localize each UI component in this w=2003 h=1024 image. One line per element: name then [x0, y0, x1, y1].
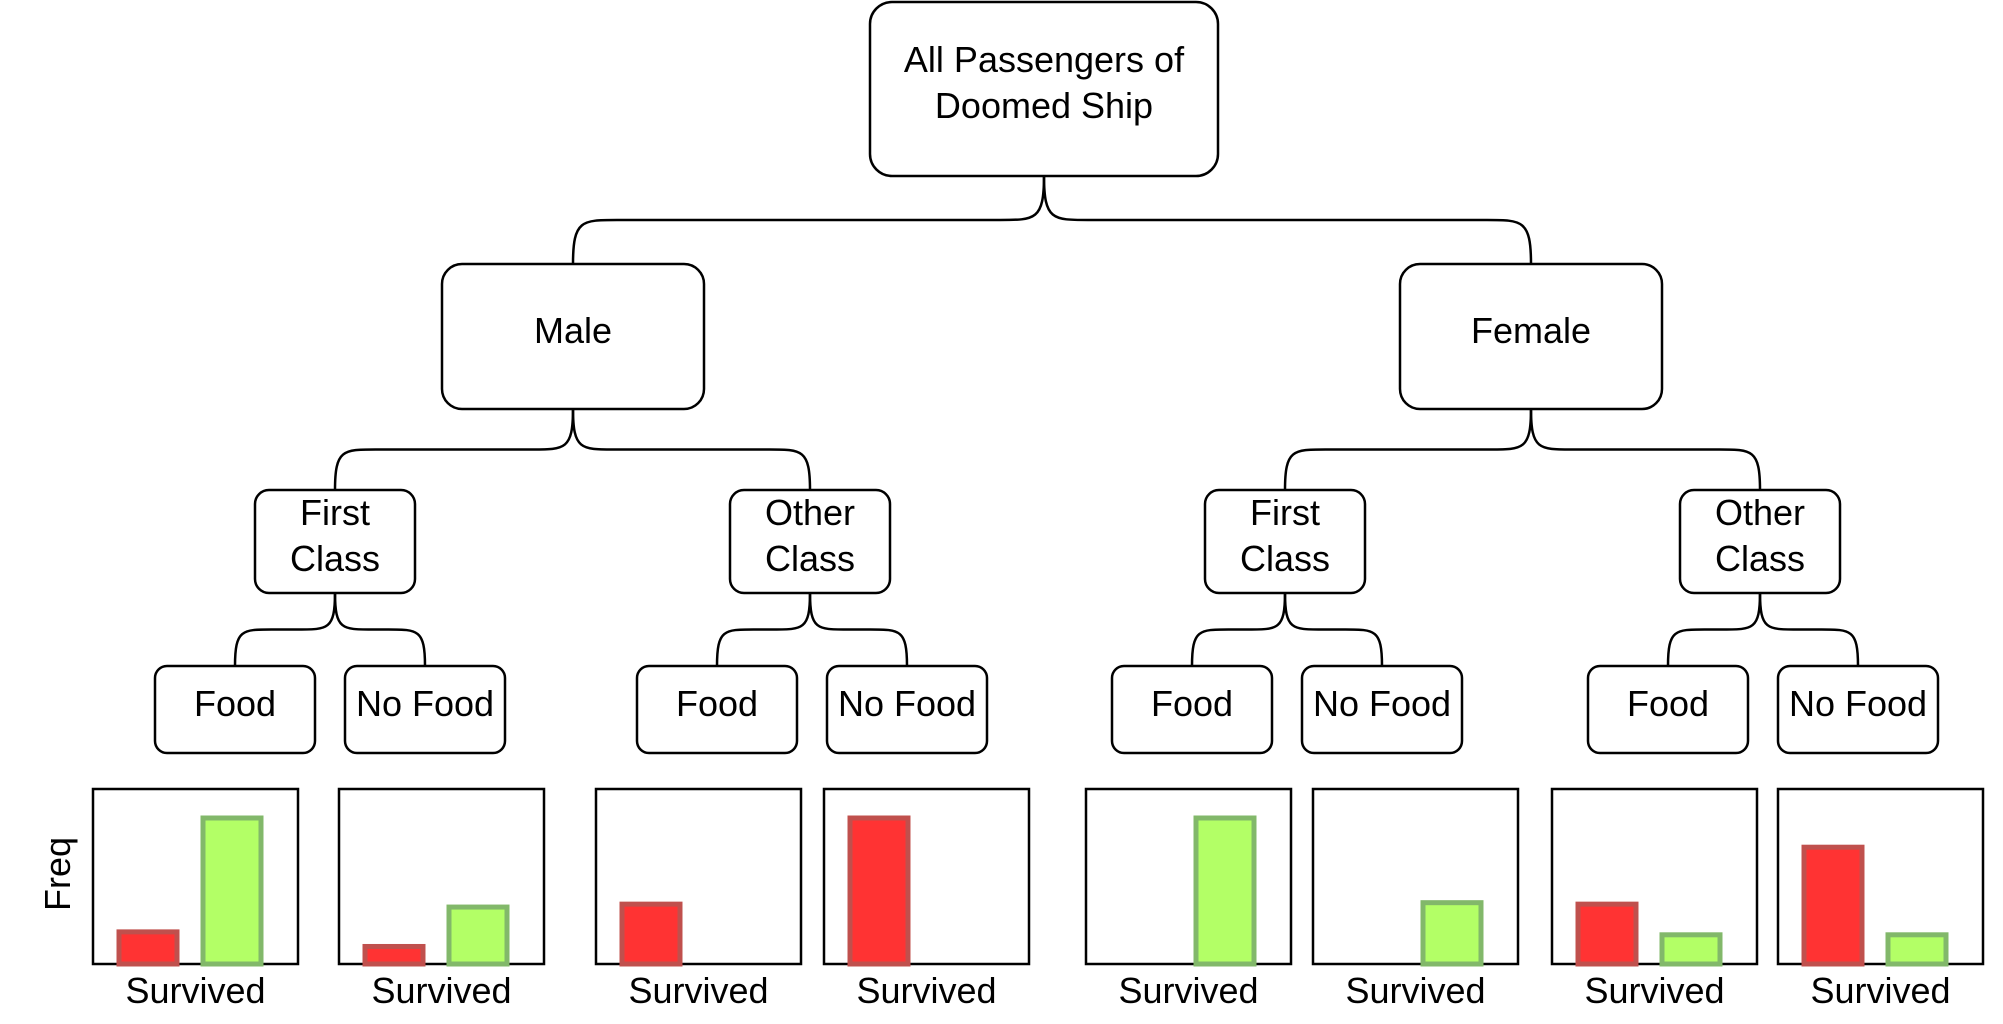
not-survived-bar	[847, 815, 911, 967]
female-first-food-node: Food	[1110, 664, 1274, 755]
survival-chart: Survived	[337, 787, 546, 1011]
survived-axis-label: Survived	[125, 970, 265, 1011]
female-label: Female	[1471, 310, 1591, 351]
survival-chart: Survived	[1776, 787, 1985, 1011]
male-other-nofood-node: No Food	[825, 664, 989, 755]
survived-bar	[200, 815, 264, 967]
female-other-class-node: Other Class	[1678, 488, 1842, 595]
not-survived-bar	[619, 901, 683, 967]
connector-root-male	[571, 175, 1046, 265]
survival-chart: Survived	[1084, 787, 1293, 1011]
male-other-class-node: Other Class	[728, 488, 892, 595]
not-survived-bar	[116, 929, 180, 967]
female-first-class-node: First Class	[1203, 488, 1367, 595]
survived-bar	[1420, 900, 1484, 967]
female-first-nofood-node: No Food	[1300, 664, 1464, 755]
connector-class-food	[233, 592, 337, 667]
not-survived-bar	[1575, 901, 1639, 967]
root-node: All Passengers of Doomed Ship	[868, 0, 1220, 178]
male-label: Male	[534, 310, 612, 351]
female-first-class-line-1: First	[1250, 492, 1320, 533]
freq-axis-label: Freq	[37, 837, 78, 911]
survived-bar	[1659, 932, 1723, 967]
female-other-food-node: Food	[1586, 664, 1750, 755]
male-other-class-line-1: Other	[765, 492, 855, 533]
connector-male-first	[333, 408, 575, 491]
no-food-label: No Food	[356, 683, 494, 724]
female-node: Female	[1398, 262, 1664, 411]
connector-female-first	[1283, 408, 1533, 491]
no-food-label: No Food	[1789, 683, 1927, 724]
connector-class-food	[1666, 592, 1762, 667]
male-first-class-node: First Class	[253, 488, 417, 595]
connector-root-female	[1042, 175, 1533, 265]
female-other-class-line-2: Class	[1715, 538, 1805, 579]
survival-chart: Survived	[594, 787, 803, 1011]
survived-bar	[1193, 815, 1257, 967]
survived-axis-label: Survived	[371, 970, 511, 1011]
not-survived-bar	[1801, 844, 1865, 967]
food-label: Food	[1627, 683, 1709, 724]
male-first-class-line-1: First	[300, 492, 370, 533]
female-first-class-line-2: Class	[1240, 538, 1330, 579]
connector-class-food	[1190, 592, 1287, 667]
survived-axis-label: Survived	[1810, 970, 1950, 1011]
connector-class-nofood	[1283, 592, 1384, 667]
not-survived-bar	[362, 943, 426, 967]
food-label: Food	[194, 683, 276, 724]
food-label: Food	[1151, 683, 1233, 724]
connector-class-food	[715, 592, 812, 667]
chart-frame	[1084, 787, 1293, 966]
female-other-nofood-node: No Food	[1776, 664, 1940, 755]
survival-bar-charts: Survived Survived Survived Survived Survived…	[91, 787, 1985, 1011]
chart-frame	[337, 787, 546, 966]
male-first-class-line-2: Class	[290, 538, 380, 579]
survived-axis-label: Survived	[1584, 970, 1724, 1011]
female-other-class-line-1: Other	[1715, 492, 1805, 533]
survived-axis-label: Survived	[628, 970, 768, 1011]
male-other-food-node: Food	[635, 664, 799, 755]
male-node: Male	[440, 262, 706, 411]
connector-class-nofood	[1758, 592, 1860, 667]
male-first-food-node: Food	[153, 664, 317, 755]
connector-female-other	[1529, 408, 1762, 491]
survived-bar	[1885, 932, 1949, 967]
survival-chart: Survived	[1311, 787, 1520, 1011]
survived-bar	[446, 904, 510, 967]
no-food-label: No Food	[838, 683, 976, 724]
food-label: Food	[676, 683, 758, 724]
survived-axis-label: Survived	[856, 970, 996, 1011]
survived-axis-label: Survived	[1118, 970, 1258, 1011]
no-food-label: No Food	[1313, 683, 1451, 724]
root-label-line-2: Doomed Ship	[935, 85, 1153, 126]
connector-male-other	[571, 408, 812, 491]
male-first-nofood-node: No Food	[343, 664, 507, 755]
connector-class-nofood	[808, 592, 909, 667]
survival-chart: Survived	[822, 787, 1031, 1011]
survival-chart: Survived	[91, 787, 300, 1011]
survival-chart: Survived	[1550, 787, 1759, 1011]
root-label-line-1: All Passengers of	[904, 39, 1185, 80]
survived-axis-label: Survived	[1345, 970, 1485, 1011]
tree-connectors	[233, 175, 1860, 667]
connector-class-nofood	[333, 592, 427, 667]
male-other-class-line-2: Class	[765, 538, 855, 579]
chart-frame	[1311, 787, 1520, 966]
